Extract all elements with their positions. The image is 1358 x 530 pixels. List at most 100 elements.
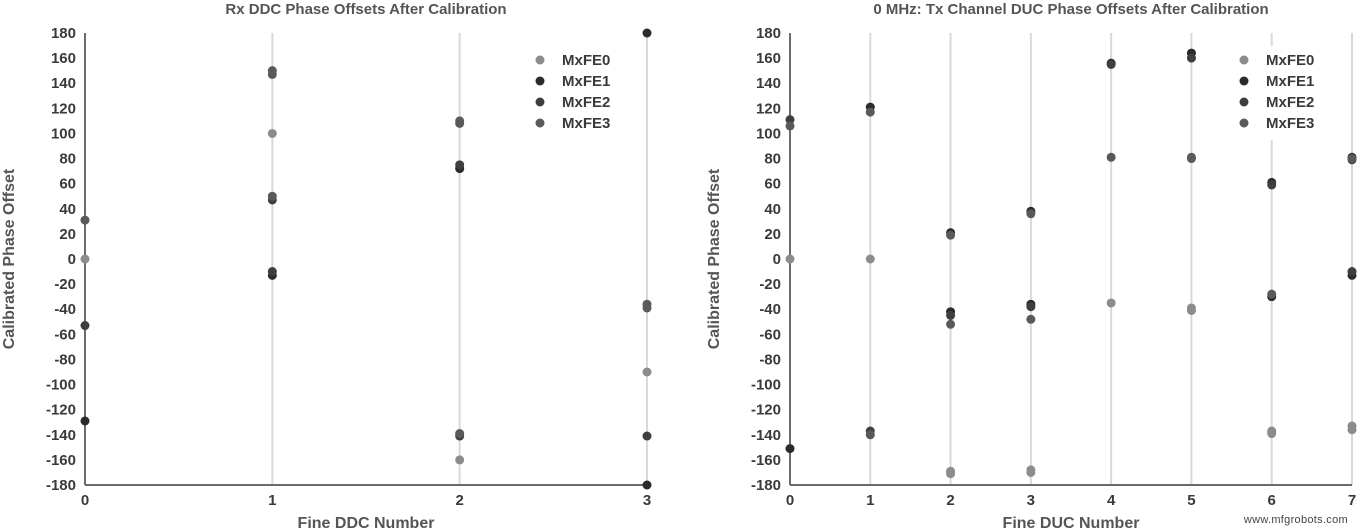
chart0-y-tick-label: -20 [54, 276, 76, 293]
chart0-legend-marker-mxfe0 [535, 55, 545, 65]
chart0-point-mxfe0 [80, 254, 90, 264]
chart1-y-tick-label: 40 [764, 201, 781, 218]
chart0-legend-marker-mxfe3 [535, 118, 545, 128]
chart1-point-mxfe3 [865, 430, 875, 440]
chart1-y-tick-label: -140 [751, 427, 781, 444]
chart0-x-tick-label: 0 [81, 492, 89, 509]
chart0-legend-label-mxfe0: MxFE0 [562, 52, 610, 69]
chart1-y-tick-label: 160 [756, 50, 781, 67]
chart1-point-mxfe3 [1186, 154, 1196, 164]
chart1-point-mxfe3 [1347, 154, 1357, 164]
chart0-y-tick-label: 120 [51, 100, 76, 117]
chart1-x-axis-label: Fine DUC Number [1003, 515, 1140, 530]
chart1-point-mxfe0 [865, 254, 875, 264]
chart0-point-mxfe0 [267, 128, 277, 138]
chart0-x-tick-label: 2 [455, 492, 463, 509]
chart0-point-mxfe1 [642, 28, 652, 38]
chart1-y-tick-label: -40 [759, 301, 781, 318]
chart0-legend-label-mxfe3: MxFE3 [562, 115, 610, 132]
chart0-point-mxfe0 [455, 455, 465, 465]
chart1-legend-marker-mxfe0 [1239, 55, 1249, 65]
chart1-x-tick-label: 3 [1027, 492, 1035, 509]
chart1-y-tick-label: -100 [751, 377, 781, 394]
chart0-point-mxfe3 [267, 69, 277, 79]
chart0-y-tick-label: -40 [54, 301, 76, 318]
chart1-point-mxfe3 [865, 107, 875, 117]
chart0-x-axis-label: Fine DDC Number [298, 515, 435, 530]
chart0-point-mxfe0 [642, 367, 652, 377]
chart0-y-tick-label: -140 [46, 427, 76, 444]
chart1-legend-label-mxfe3: MxFE3 [1266, 115, 1314, 132]
chart1-point-mxfe3 [946, 230, 956, 240]
chart1-x-tick-label: 4 [1107, 492, 1116, 509]
chart0-y-tick-label: 60 [59, 176, 76, 193]
chart1-legend-label-mxfe0: MxFE0 [1266, 52, 1314, 69]
chart0-point-mxfe2 [267, 267, 277, 277]
chart1-y-tick-label: -160 [751, 452, 781, 469]
chart0-y-tick-label: 140 [51, 75, 76, 92]
chart1-legend-marker-mxfe3 [1239, 118, 1249, 128]
watermark-text: www.mfgrobots.com [1243, 514, 1348, 526]
chart0-legend-marker-mxfe2 [535, 97, 545, 107]
chart1-point-mxfe0 [1347, 425, 1357, 435]
chart1-y-tick-label: 80 [764, 151, 781, 168]
chart0-y-tick-label: -80 [54, 351, 76, 368]
chart0-point-mxfe1 [80, 416, 90, 426]
chart1-point-mxfe0 [785, 254, 795, 264]
chart1-y-tick-label: 20 [764, 226, 781, 243]
chart1-point-mxfe3 [946, 319, 956, 329]
chart0-y-axis-label: Calibrated Phase Offset [1, 168, 18, 349]
chart0-point-mxfe2 [455, 160, 465, 170]
chart1-x-tick-label: 5 [1187, 492, 1195, 509]
chart0-x-tick-label: 3 [643, 492, 651, 509]
chart0-point-mxfe3 [455, 118, 465, 128]
chart1-point-mxfe3 [1267, 289, 1277, 299]
chart0-point-mxfe3 [80, 215, 90, 225]
chart1-title: 0 MHz: Tx Channel DUC Phase Offsets Afte… [873, 1, 1268, 18]
chart1-x-tick-label: 0 [786, 492, 794, 509]
chart1-point-mxfe0 [1267, 429, 1277, 439]
chart0-point-mxfe2 [642, 431, 652, 441]
chart0-point-mxfe1 [642, 480, 652, 490]
chart1-legend-label-mxfe2: MxFE2 [1266, 94, 1314, 111]
chart1-y-tick-label: -120 [751, 402, 781, 419]
chart0-title: Rx DDC Phase Offsets After Calibration [225, 1, 506, 18]
chart1-x-tick-label: 2 [946, 492, 954, 509]
chart0-x-tick-label: 1 [268, 492, 276, 509]
chart1-point-mxfe0 [1186, 305, 1196, 315]
chart1-y-tick-label: -20 [759, 276, 781, 293]
chart1-point-mxfe2 [946, 311, 956, 320]
chart1-point-mxfe2 [785, 115, 795, 125]
chart0-y-tick-label: -180 [46, 477, 76, 494]
chart1-legend-marker-mxfe1 [1239, 76, 1249, 86]
chart0-y-tick-label: 160 [51, 50, 76, 67]
chart1-point-mxfe0 [946, 469, 956, 479]
chart0-point-mxfe3 [642, 303, 652, 313]
chart0-y-tick-label: 0 [68, 251, 76, 268]
chart0-y-tick-label: 100 [51, 125, 76, 142]
chart0-y-tick-label: 180 [51, 25, 76, 42]
chart0-y-tick-label: 40 [59, 201, 76, 218]
chart1-x-tick-label: 1 [866, 492, 874, 509]
chart0-y-tick-label: -120 [46, 402, 76, 419]
chart1-y-tick-label: -80 [759, 351, 781, 368]
chart1-point-mxfe2 [1347, 267, 1357, 277]
chart1-point-mxfe3 [785, 121, 795, 131]
chart0-legend-marker-mxfe1 [535, 76, 545, 86]
chart0-point-mxfe2 [80, 321, 90, 331]
chart1-point-mxfe2 [1267, 180, 1277, 190]
chart1-point-mxfe0 [1026, 467, 1036, 477]
chart1-point-mxfe2 [1106, 59, 1116, 69]
chart0-y-tick-label: -60 [54, 326, 76, 343]
chart1-y-tick-label: 60 [764, 176, 781, 193]
chart1-x-tick-label: 7 [1348, 492, 1356, 509]
chart1-y-tick-label: 100 [756, 125, 781, 142]
chart1-y-tick-label: 120 [756, 100, 781, 117]
chart1-point-mxfe3 [1026, 209, 1036, 219]
chart1-point-mxfe3 [1026, 314, 1036, 324]
chart1-point-mxfe0 [1106, 298, 1116, 308]
chart0-y-tick-label: -160 [46, 452, 76, 469]
chart1-y-tick-label: -180 [751, 477, 781, 494]
chart1-y-tick-label: 180 [756, 25, 781, 42]
